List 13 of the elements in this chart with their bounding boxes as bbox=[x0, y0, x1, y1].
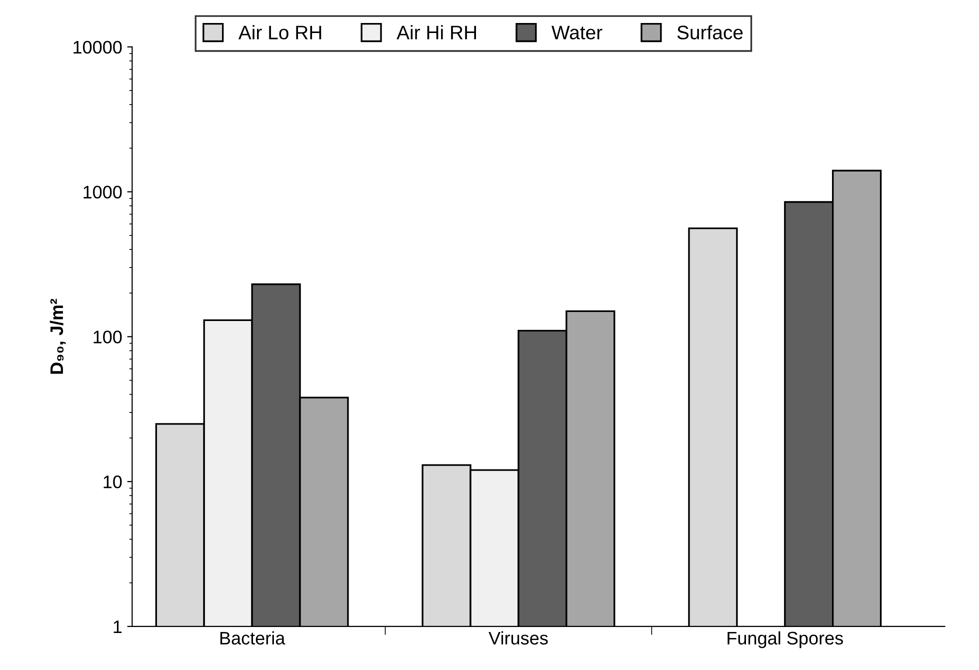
x-tick-label: Bacteria bbox=[220, 631, 286, 645]
x-tick-label: Viruses bbox=[488, 631, 548, 645]
y-tick-label: 1 bbox=[114, 620, 122, 633]
legend-label: Surface bbox=[677, 25, 743, 40]
x-tick-label: Fungal Spores bbox=[728, 631, 843, 648]
legend-label: Air Hi RH bbox=[396, 25, 476, 40]
y-tick-label: 100 bbox=[94, 330, 122, 344]
y-tick-label: 1000 bbox=[84, 186, 122, 199]
y-tick-label: 10000 bbox=[74, 40, 122, 54]
legend-label: Air Lo RH bbox=[238, 25, 322, 40]
legend-label: Water bbox=[552, 26, 602, 40]
y-tick-label: 10 bbox=[104, 475, 122, 488]
y-axis-title: D₉₀, J/m² bbox=[50, 298, 66, 374]
